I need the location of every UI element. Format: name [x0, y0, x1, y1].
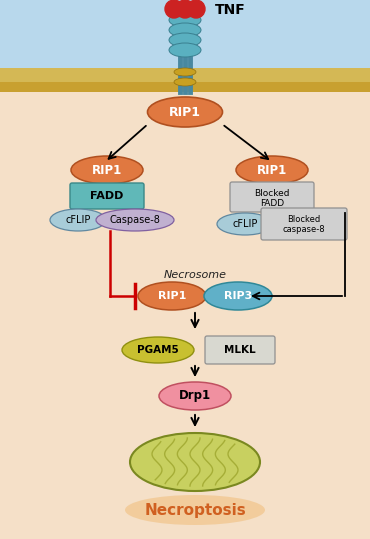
- Text: RIP3: RIP3: [224, 291, 252, 301]
- Ellipse shape: [159, 382, 231, 410]
- Circle shape: [176, 0, 194, 18]
- Ellipse shape: [169, 33, 201, 47]
- FancyBboxPatch shape: [70, 183, 144, 209]
- FancyBboxPatch shape: [261, 208, 347, 240]
- Text: Necroptosis: Necroptosis: [144, 502, 246, 517]
- Ellipse shape: [174, 68, 196, 76]
- FancyBboxPatch shape: [230, 182, 314, 212]
- Ellipse shape: [204, 282, 272, 310]
- Ellipse shape: [217, 213, 273, 235]
- Text: cFLIP: cFLIP: [65, 215, 91, 225]
- Circle shape: [165, 0, 183, 18]
- Text: Necrosome: Necrosome: [164, 270, 226, 280]
- Ellipse shape: [169, 23, 201, 37]
- Ellipse shape: [169, 13, 201, 27]
- Ellipse shape: [125, 495, 265, 525]
- Text: RIP1: RIP1: [257, 163, 287, 176]
- FancyBboxPatch shape: [205, 336, 275, 364]
- Circle shape: [187, 0, 205, 18]
- Ellipse shape: [130, 433, 260, 491]
- FancyBboxPatch shape: [0, 70, 370, 539]
- Ellipse shape: [50, 209, 106, 231]
- Text: PGAM5: PGAM5: [137, 345, 179, 355]
- Ellipse shape: [122, 337, 194, 363]
- Text: cFLIP: cFLIP: [232, 219, 258, 229]
- FancyBboxPatch shape: [0, 68, 370, 82]
- Ellipse shape: [169, 43, 201, 57]
- Text: Blocked: Blocked: [287, 216, 321, 225]
- Ellipse shape: [148, 97, 222, 127]
- Text: Drp1: Drp1: [179, 390, 211, 403]
- Text: RIP1: RIP1: [169, 106, 201, 119]
- Text: Caspase-8: Caspase-8: [110, 215, 161, 225]
- Ellipse shape: [236, 156, 308, 184]
- Ellipse shape: [96, 209, 174, 231]
- Ellipse shape: [138, 282, 206, 310]
- Ellipse shape: [174, 78, 196, 86]
- Text: RIP1: RIP1: [92, 163, 122, 176]
- Ellipse shape: [71, 156, 143, 184]
- Text: TNF: TNF: [215, 3, 246, 17]
- Text: FADD: FADD: [260, 199, 284, 209]
- Text: FADD: FADD: [90, 191, 124, 201]
- Text: RIP1: RIP1: [158, 291, 186, 301]
- FancyBboxPatch shape: [0, 0, 370, 70]
- Text: Blocked: Blocked: [254, 190, 290, 198]
- Text: caspase-8: caspase-8: [283, 225, 325, 234]
- Text: MLKL: MLKL: [224, 345, 256, 355]
- FancyBboxPatch shape: [0, 82, 370, 92]
